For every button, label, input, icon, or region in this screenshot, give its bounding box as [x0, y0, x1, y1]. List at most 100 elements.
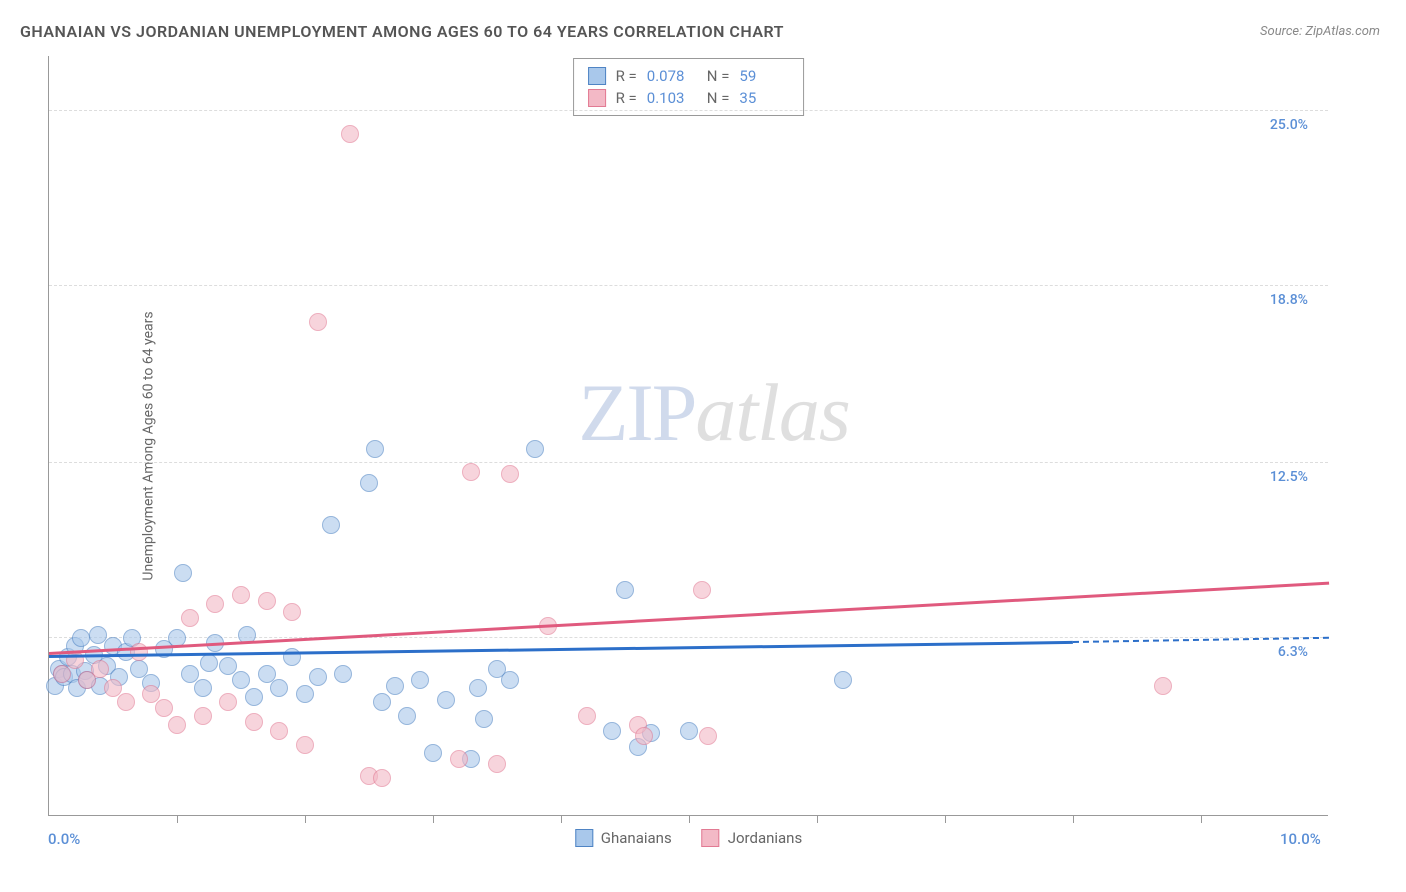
- x-tick: [689, 815, 690, 823]
- legend-swatch-jordanians: [588, 89, 606, 107]
- scatter-point-ghanaians: [373, 693, 391, 711]
- r-value-jordanians: 0.103: [647, 89, 697, 107]
- scatter-point-jordanians: [462, 463, 480, 481]
- x-tick: [433, 815, 434, 823]
- scatter-point-ghanaians: [334, 665, 352, 683]
- legend-item-ghanaians: Ghanaians: [575, 829, 672, 847]
- x-tick: [177, 815, 178, 823]
- scatter-point-jordanians: [270, 722, 288, 740]
- series-legend: Ghanaians Jordanians: [575, 829, 802, 847]
- scatter-point-ghanaians: [309, 668, 327, 686]
- scatter-point-ghanaians: [475, 710, 493, 728]
- x-tick: [945, 815, 946, 823]
- chart-title: GHANAIAN VS JORDANIAN UNEMPLOYMENT AMONG…: [20, 22, 784, 41]
- legend-item-jordanians: Jordanians: [702, 829, 803, 847]
- scatter-point-ghanaians: [526, 440, 544, 458]
- r-value-ghanaians: 0.078: [647, 67, 697, 85]
- scatter-point-jordanians: [194, 707, 212, 725]
- r-label: R =: [616, 67, 637, 85]
- scatter-point-jordanians: [578, 707, 596, 725]
- legend-swatch-ghanaians: [588, 67, 606, 85]
- x-tick: [305, 815, 306, 823]
- watermark: ZIPatlas: [578, 366, 849, 460]
- scatter-point-ghanaians: [834, 671, 852, 689]
- gridline: [49, 285, 1328, 286]
- y-tick-label: 25.0%: [1270, 117, 1308, 133]
- legend-row-jordanians: R = 0.103 N = 35: [588, 87, 790, 109]
- y-tick-label: 18.8%: [1270, 292, 1308, 308]
- n-label: N =: [707, 67, 730, 85]
- scatter-point-jordanians: [283, 603, 301, 621]
- scatter-point-jordanians: [206, 595, 224, 613]
- scatter-point-ghanaians: [89, 626, 107, 644]
- n-value-jordanians: 35: [739, 89, 789, 107]
- n-value-ghanaians: 59: [739, 67, 789, 85]
- scatter-point-ghanaians: [296, 685, 314, 703]
- scatter-point-jordanians: [181, 609, 199, 627]
- scatter-point-jordanians: [168, 716, 186, 734]
- scatter-point-ghanaians: [469, 679, 487, 697]
- scatter-point-jordanians: [232, 586, 250, 604]
- watermark-part1: ZIP: [578, 367, 695, 458]
- scatter-point-jordanians: [373, 769, 391, 787]
- scatter-point-jordanians: [309, 313, 327, 331]
- scatter-point-jordanians: [699, 727, 717, 745]
- scatter-point-jordanians: [635, 727, 653, 745]
- scatter-point-ghanaians: [245, 688, 263, 706]
- scatter-point-jordanians: [53, 665, 71, 683]
- scatter-point-ghanaians: [411, 671, 429, 689]
- scatter-point-jordanians: [341, 125, 359, 143]
- n-label: N =: [707, 89, 730, 107]
- scatter-point-jordanians: [450, 750, 468, 768]
- watermark-part2: atlas: [695, 367, 849, 458]
- gridline: [49, 110, 1328, 111]
- scatter-point-jordanians: [1154, 677, 1172, 695]
- scatter-point-ghanaians: [398, 707, 416, 725]
- scatter-point-ghanaians: [322, 516, 340, 534]
- scatter-point-ghanaians: [603, 722, 621, 740]
- scatter-point-jordanians: [245, 713, 263, 731]
- x-tick: [1073, 815, 1074, 823]
- y-tick-label: 12.5%: [1270, 469, 1308, 485]
- scatter-point-ghanaians: [270, 679, 288, 697]
- scatter-point-ghanaians: [200, 654, 218, 672]
- r-label: R =: [616, 89, 637, 107]
- x-tick: [561, 815, 562, 823]
- scatter-point-jordanians: [117, 693, 135, 711]
- gridline: [49, 462, 1328, 463]
- scatter-point-ghanaians: [72, 629, 90, 647]
- x-axis-max-label: 10.0%: [1280, 830, 1321, 848]
- y-tick-label: 6.3%: [1278, 644, 1308, 660]
- x-tick: [1201, 815, 1202, 823]
- trend-line-ghanaians-extrapolated: [1073, 637, 1329, 643]
- x-axis-min-label: 0.0%: [48, 830, 80, 848]
- scatter-point-jordanians: [296, 736, 314, 754]
- scatter-point-ghanaians: [366, 440, 384, 458]
- scatter-point-jordanians: [130, 643, 148, 661]
- scatter-point-jordanians: [693, 581, 711, 599]
- scatter-point-ghanaians: [501, 671, 519, 689]
- scatter-point-ghanaians: [386, 677, 404, 695]
- scatter-point-ghanaians: [194, 679, 212, 697]
- legend-swatch-ghanaians: [575, 829, 593, 847]
- legend-swatch-jordanians: [702, 829, 720, 847]
- legend-row-ghanaians: R = 0.078 N = 59: [588, 65, 790, 87]
- scatter-point-ghanaians: [360, 474, 378, 492]
- scatter-point-jordanians: [501, 465, 519, 483]
- correlation-legend: R = 0.078 N = 59 R = 0.103 N = 35: [573, 58, 805, 116]
- scatter-point-jordanians: [219, 693, 237, 711]
- scatter-point-ghanaians: [424, 744, 442, 762]
- scatter-point-ghanaians: [680, 722, 698, 740]
- x-tick: [817, 815, 818, 823]
- source-attribution: Source: ZipAtlas.com: [1260, 24, 1380, 39]
- chart-plot-area: ZIPatlas R = 0.078 N = 59 R = 0.103 N = …: [48, 56, 1328, 816]
- scatter-point-ghanaians: [437, 691, 455, 709]
- legend-label-jordanians: Jordanians: [728, 829, 803, 847]
- legend-label-ghanaians: Ghanaians: [601, 829, 672, 847]
- scatter-point-jordanians: [155, 699, 173, 717]
- scatter-point-ghanaians: [232, 671, 250, 689]
- scatter-point-jordanians: [488, 755, 506, 773]
- scatter-point-jordanians: [91, 660, 109, 678]
- scatter-point-jordanians: [258, 592, 276, 610]
- scatter-point-ghanaians: [616, 581, 634, 599]
